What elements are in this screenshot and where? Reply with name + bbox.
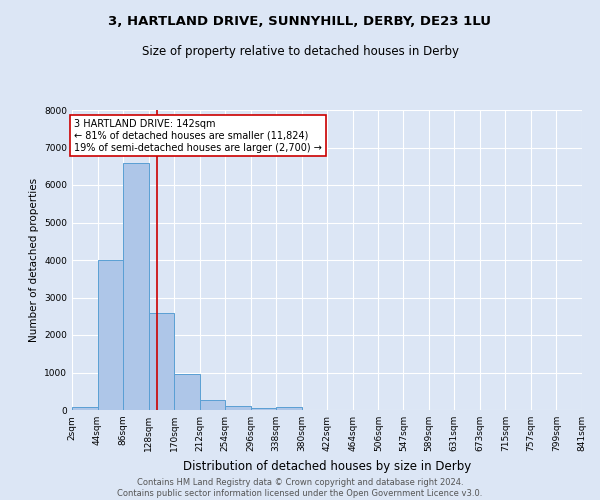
- Bar: [72, 407, 98, 410]
- Bar: [225, 406, 251, 410]
- Bar: [98, 260, 123, 410]
- Bar: [149, 312, 174, 410]
- Bar: [276, 407, 302, 410]
- Bar: [174, 374, 200, 410]
- Y-axis label: Number of detached properties: Number of detached properties: [29, 178, 38, 342]
- Bar: [200, 400, 225, 410]
- Bar: [123, 162, 149, 410]
- Text: 3 HARTLAND DRIVE: 142sqm
← 81% of detached houses are smaller (11,824)
19% of se: 3 HARTLAND DRIVE: 142sqm ← 81% of detach…: [74, 120, 322, 152]
- Text: Contains HM Land Registry data © Crown copyright and database right 2024.
Contai: Contains HM Land Registry data © Crown c…: [118, 478, 482, 498]
- Bar: [251, 408, 276, 410]
- Text: 3, HARTLAND DRIVE, SUNNYHILL, DERBY, DE23 1LU: 3, HARTLAND DRIVE, SUNNYHILL, DERBY, DE2…: [109, 15, 491, 28]
- X-axis label: Distribution of detached houses by size in Derby: Distribution of detached houses by size …: [183, 460, 471, 472]
- Text: Size of property relative to detached houses in Derby: Size of property relative to detached ho…: [142, 45, 458, 58]
